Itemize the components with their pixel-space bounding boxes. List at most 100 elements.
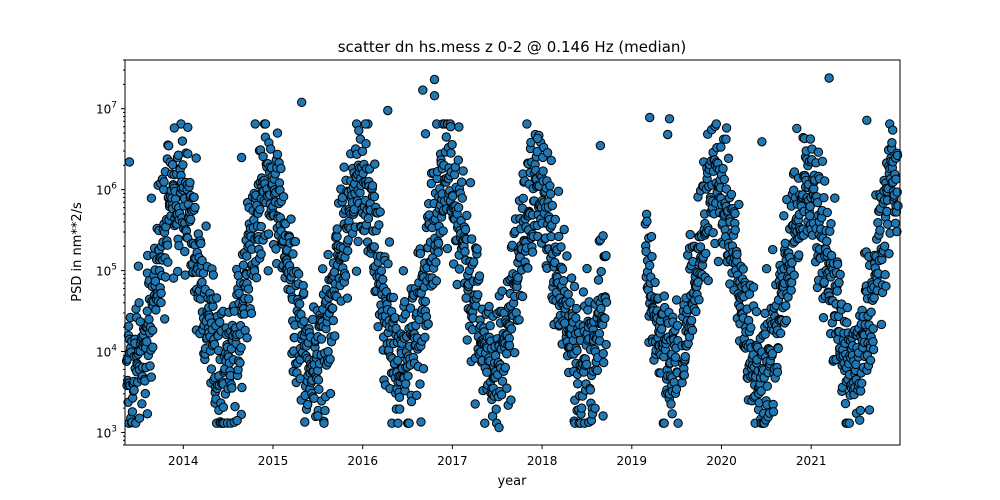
data-point <box>893 201 903 211</box>
data-point <box>641 246 651 257</box>
data-point <box>685 229 695 240</box>
data-point <box>328 303 338 313</box>
data-point <box>862 115 872 126</box>
data-point <box>325 354 335 364</box>
data-point <box>812 197 823 208</box>
data-point <box>343 235 353 245</box>
data-point <box>308 314 318 325</box>
data-point <box>469 257 479 267</box>
x-tick-label: 2018 <box>527 454 558 468</box>
data-point <box>433 247 443 257</box>
data-point <box>822 207 832 218</box>
data-point <box>835 269 845 280</box>
data-point <box>295 299 305 309</box>
data-point <box>693 277 703 287</box>
data-point <box>645 112 655 123</box>
data-point <box>415 248 426 259</box>
data-point <box>673 418 683 428</box>
data-point <box>232 415 242 426</box>
data-point <box>467 234 477 244</box>
data-point <box>457 193 467 203</box>
data-point <box>723 153 734 164</box>
data-point <box>272 128 283 138</box>
data-point <box>393 418 403 428</box>
data-point <box>174 241 184 251</box>
data-point <box>251 273 262 283</box>
data-point <box>482 367 492 377</box>
data-point <box>186 214 196 225</box>
x-tick-label: 2014 <box>168 454 199 468</box>
data-point <box>691 306 701 317</box>
data-point <box>532 133 543 144</box>
data-point <box>572 345 582 356</box>
data-point <box>670 352 681 362</box>
data-point <box>646 231 657 242</box>
data-point <box>510 348 520 358</box>
data-point <box>415 379 425 389</box>
data-point <box>383 259 393 269</box>
data-point <box>169 123 180 133</box>
data-point <box>645 260 655 271</box>
data-point <box>844 418 854 428</box>
data-point <box>177 136 188 146</box>
data-point <box>328 315 338 326</box>
data-point <box>272 149 283 160</box>
data-point <box>768 407 779 417</box>
data-point <box>566 273 577 283</box>
data-point <box>472 244 482 254</box>
data-point <box>370 159 380 169</box>
data-point <box>146 372 157 382</box>
data-point <box>491 404 501 414</box>
data-point <box>826 219 836 229</box>
data-point <box>420 332 430 342</box>
data-point <box>888 125 898 135</box>
data-point <box>337 192 348 203</box>
data-point <box>746 323 756 333</box>
data-point <box>388 292 399 303</box>
data-point <box>142 337 152 347</box>
data-point <box>462 335 472 345</box>
chart-title: scatter dn hs.mess z 0-2 @ 0.146 Hz (med… <box>338 38 687 56</box>
data-point <box>875 225 885 235</box>
data-point <box>316 334 327 344</box>
data-point <box>246 308 257 318</box>
data-point <box>485 321 495 331</box>
data-point <box>401 379 411 389</box>
data-point <box>454 264 465 274</box>
data-point <box>596 266 606 277</box>
data-point <box>760 329 770 339</box>
data-point <box>647 251 657 262</box>
data-point <box>582 359 592 370</box>
data-point <box>817 156 828 167</box>
data-point <box>687 325 698 335</box>
data-point <box>732 249 742 260</box>
data-point <box>563 289 573 299</box>
data-point <box>351 266 362 276</box>
data-point <box>320 405 330 416</box>
data-point <box>470 399 480 409</box>
data-point <box>583 305 593 315</box>
x-tick-label: 2016 <box>347 454 378 468</box>
data-point <box>448 259 459 269</box>
data-point <box>686 315 697 326</box>
data-point <box>768 244 778 255</box>
data-point <box>300 417 310 427</box>
data-point <box>404 418 414 428</box>
data-point <box>792 123 802 134</box>
data-point <box>183 149 193 159</box>
data-point <box>822 236 832 246</box>
data-point <box>457 177 467 187</box>
data-point <box>398 266 409 276</box>
data-point <box>357 146 368 157</box>
data-point <box>824 73 834 83</box>
data-point <box>876 319 887 330</box>
data-point <box>394 392 405 402</box>
data-point <box>582 263 592 274</box>
data-point <box>367 181 378 191</box>
data-point <box>585 385 596 395</box>
data-point <box>235 358 245 368</box>
data-point <box>180 246 190 257</box>
data-point <box>890 218 901 229</box>
data-point <box>565 297 575 307</box>
data-point <box>496 390 507 400</box>
